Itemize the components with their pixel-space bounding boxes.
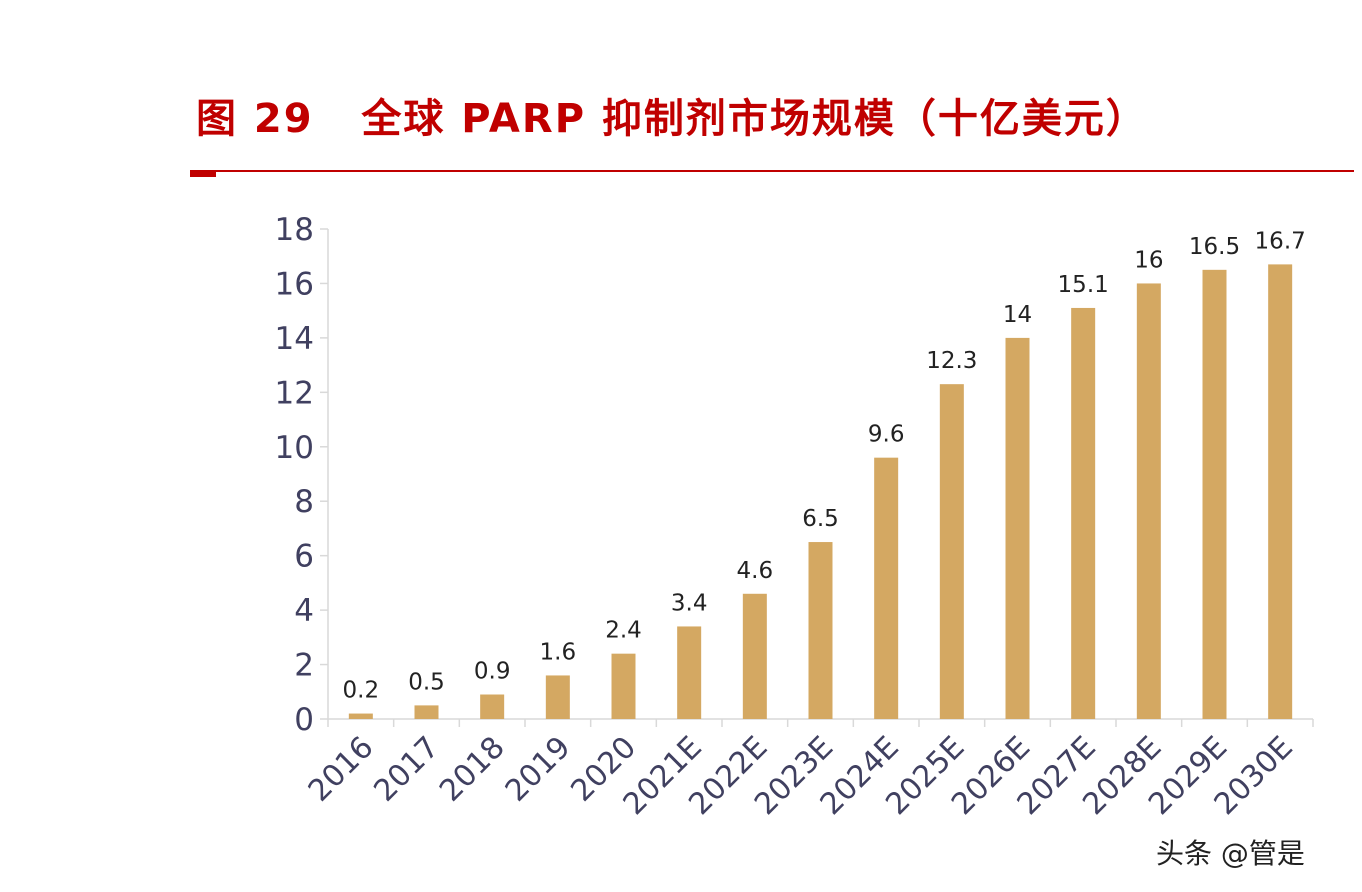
data-label-2025E: 12.3	[926, 348, 977, 374]
y-tick-label: 12	[275, 375, 314, 411]
y-tick-label: 16	[275, 266, 314, 302]
data-label-2016: 0.2	[343, 678, 380, 704]
bar-2016	[348, 713, 373, 719]
data-label-2022E: 4.6	[737, 558, 774, 584]
data-label-2027E: 15.1	[1058, 272, 1109, 298]
y-tick-label: 10	[275, 430, 314, 466]
y-tick-label: 18	[275, 212, 314, 248]
data-label-2028E: 16	[1134, 247, 1163, 273]
bar-2019	[545, 675, 570, 719]
bar-2026E	[1005, 337, 1030, 719]
y-tick-label: 6	[294, 539, 314, 575]
data-label-2018: 0.9	[474, 659, 511, 685]
bar-2029E	[1202, 269, 1227, 719]
x-axis: 201620172018201920202021E2022E2023E2024E…	[302, 718, 1314, 822]
x-tick-label-2018: 2018	[433, 730, 512, 809]
data-label-2017: 0.5	[408, 669, 445, 695]
data-label-2024E: 9.6	[868, 422, 905, 448]
bar-2027E	[1071, 307, 1096, 719]
bar-2028E	[1136, 283, 1161, 719]
y-tick-label: 8	[294, 484, 314, 520]
y-tick-label: 2	[294, 648, 314, 684]
bar-2023E	[808, 542, 833, 719]
data-labels: 0.2 0.5 0.9 1.6 2.4 3.4 4.6 6.5 9.6 12.3 14 15.1 16 1…	[343, 228, 1306, 703]
data-label-2019: 1.6	[540, 639, 577, 665]
x-tick-label-2016: 2016	[302, 730, 381, 809]
bar-2020	[611, 653, 636, 719]
bar-2021E	[677, 626, 702, 719]
x-tick-label-2017: 2017	[367, 730, 446, 809]
watermark: 头条 @管是	[1156, 837, 1305, 870]
x-tick-label-2019: 2019	[499, 730, 578, 809]
y-axis: 0 2 4 6 8 10 12 14 16 18	[275, 212, 329, 738]
data-label-2030E: 16.7	[1255, 228, 1306, 254]
title-rule-accent	[190, 171, 216, 177]
data-label-2023E: 6.5	[802, 506, 839, 532]
y-tick-label: 0	[294, 702, 314, 738]
data-label-2026E: 14	[1003, 302, 1032, 328]
bars	[348, 264, 1293, 719]
bar-2030E	[1268, 264, 1293, 719]
bar-2025E	[939, 384, 964, 719]
data-label-2029E: 16.5	[1189, 234, 1240, 260]
title-rule	[190, 170, 1354, 172]
y-tick-label: 14	[275, 321, 314, 357]
y-tick-label: 4	[294, 593, 314, 629]
bar-2022E	[742, 593, 767, 719]
bar-2024E	[874, 457, 899, 719]
chart-title: 图 29 全球 PARP 抑制剂市场规模（十亿美元）	[196, 96, 1148, 142]
bar-2018	[480, 694, 505, 719]
data-label-2020: 2.4	[605, 618, 642, 644]
bar-2017	[414, 705, 439, 719]
data-label-2021E: 3.4	[671, 590, 708, 616]
